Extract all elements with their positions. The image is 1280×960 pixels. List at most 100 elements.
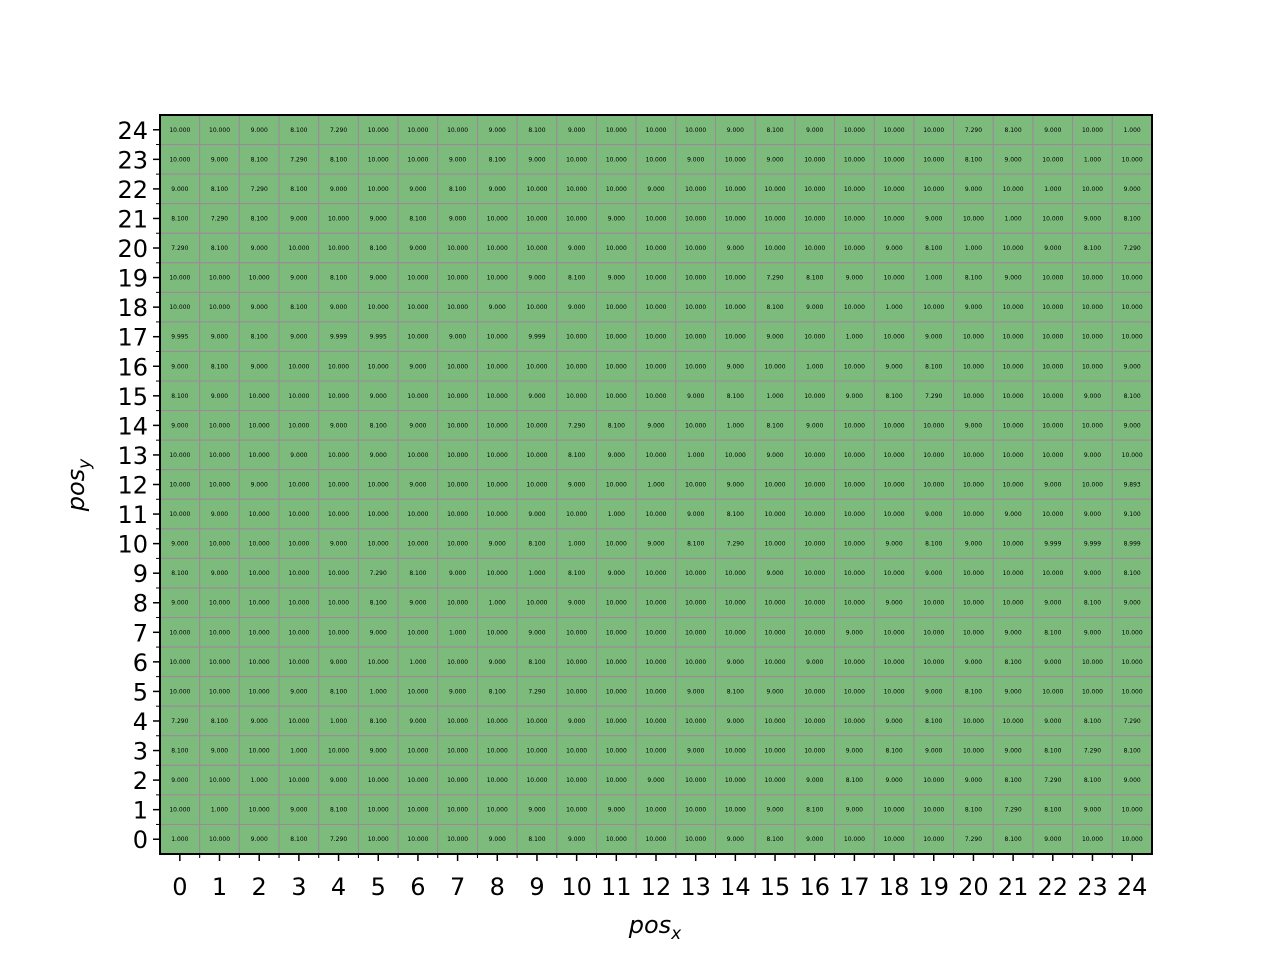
heatmap-cell	[397, 617, 439, 648]
cell-value-label: 10.000	[169, 511, 190, 518]
cell-value-label: 10.000	[169, 659, 190, 666]
heatmap-cell	[437, 676, 478, 707]
heatmap-cell	[873, 557, 915, 589]
cell-value-label: 9.000	[489, 836, 506, 843]
cell-value-label: 10.000	[368, 156, 389, 163]
cell-value-label: 10.000	[1003, 600, 1024, 607]
cell-value-label: 9.000	[211, 156, 228, 163]
cell-value-label: 8.100	[727, 688, 744, 695]
heatmap-cell	[318, 794, 359, 825]
cell-value-label: 10.000	[804, 156, 825, 163]
cell-value-label: 7.290	[1084, 748, 1101, 755]
cell-value-label: 10.000	[685, 600, 706, 607]
cell-value-label: 10.000	[487, 245, 508, 252]
cell-value-label: 10.000	[487, 452, 508, 459]
cell-value-label: 10.000	[1122, 629, 1143, 636]
heatmap-cell	[913, 203, 955, 234]
cell-value-label: 10.000	[1042, 688, 1063, 695]
cell-value-label: 10.000	[1082, 482, 1103, 489]
cell-value-label: 9.000	[806, 127, 823, 134]
cell-value-label: 10.000	[963, 600, 984, 607]
cell-value-label: 10.000	[844, 482, 865, 489]
cell-value-label: 10.000	[685, 807, 706, 814]
heatmap-cell	[278, 380, 320, 412]
cell-value-label: 10.000	[249, 807, 270, 814]
heatmap-cell	[1032, 439, 1074, 471]
heatmap-cell	[476, 676, 518, 707]
heatmap-cell	[278, 587, 320, 619]
cell-value-label: 10.000	[1042, 393, 1063, 400]
cell-value-label: 10.000	[606, 156, 627, 163]
heatmap-cell	[437, 410, 478, 441]
cell-value-label: 8.100	[449, 186, 466, 193]
cell-value-label: 10.000	[209, 482, 230, 489]
cell-value-label: 9.000	[449, 156, 466, 163]
heatmap-cell	[675, 617, 717, 648]
cell-value-label: 10.000	[407, 334, 428, 341]
heatmap-cell	[754, 823, 796, 855]
cell-value-label: 7.290	[965, 127, 982, 134]
cell-value-label: 10.000	[963, 482, 984, 489]
cell-value-label: 9.000	[608, 807, 625, 814]
cell-value-label: 9.995	[171, 334, 188, 341]
cell-value-label: 10.000	[1003, 452, 1024, 459]
heatmap-cell	[635, 203, 677, 234]
cell-value-label: 10.000	[368, 363, 389, 370]
y-tick-label: 6	[133, 649, 148, 677]
cell-value-label: 8.100	[1124, 570, 1141, 577]
heatmap-cell	[1072, 203, 1113, 234]
cell-value-label: 10.000	[566, 511, 587, 518]
cell-value-label: 7.290	[171, 718, 188, 725]
heatmap-cell	[635, 321, 677, 352]
y-tick-label: 0	[133, 826, 148, 854]
heatmap-cell	[357, 823, 399, 855]
heatmap-cell	[635, 439, 677, 471]
heatmap-cell	[1111, 262, 1153, 293]
heatmap-cell	[635, 705, 677, 737]
heatmap-cell	[159, 498, 201, 530]
heatmap-cell	[357, 410, 399, 441]
heatmap-cell	[278, 823, 320, 855]
cell-value-label: 7.290	[370, 570, 387, 577]
heatmap-cell	[953, 439, 994, 471]
heatmap-cell	[476, 173, 518, 205]
cell-value-label: 9.000	[290, 452, 307, 459]
cell-value-label: 8.100	[1124, 393, 1141, 400]
x-tick-label: 9	[529, 873, 544, 901]
cell-value-label: 9.000	[1084, 570, 1101, 577]
cell-value-label: 9.000	[489, 659, 506, 666]
cell-value-label: 10.000	[804, 245, 825, 252]
heatmap-cell	[595, 321, 637, 352]
heatmap-cell	[913, 823, 955, 855]
heatmap-cell	[278, 676, 320, 707]
cell-value-label: 1.000	[1124, 127, 1141, 134]
y-tick-label: 2	[133, 767, 148, 795]
heatmap-cell	[516, 410, 558, 441]
heatmap-cell	[476, 764, 518, 796]
heatmap-cell	[913, 498, 955, 530]
cell-value-label: 9.000	[1005, 688, 1022, 695]
cell-value-label: 9.000	[1044, 245, 1061, 252]
heatmap-cell	[992, 735, 1034, 766]
heatmap-cell	[199, 262, 240, 293]
heatmap-cell	[318, 764, 359, 796]
heatmap-cell	[675, 350, 717, 382]
heatmap-cell	[1111, 557, 1153, 589]
heatmap-cell	[992, 498, 1034, 530]
cell-value-label: 10.000	[963, 511, 984, 518]
cell-value-label: 10.000	[526, 600, 547, 607]
cell-value-label: 10.000	[923, 422, 944, 429]
cell-value-label: 9.000	[885, 245, 902, 252]
heatmap-cell	[476, 735, 518, 766]
cell-value-label: 9.000	[965, 541, 982, 548]
cell-value-label: 9.000	[925, 511, 942, 518]
cell-value-label: 10.000	[1122, 452, 1143, 459]
heatmap-cell	[675, 203, 717, 234]
cell-value-label: 10.000	[646, 718, 667, 725]
heatmap-cell	[397, 350, 439, 382]
cell-value-label: 10.000	[844, 570, 865, 577]
cell-value-label: 10.000	[447, 452, 468, 459]
y-tick-label: 16	[117, 353, 148, 381]
heatmap-cell	[199, 350, 240, 382]
